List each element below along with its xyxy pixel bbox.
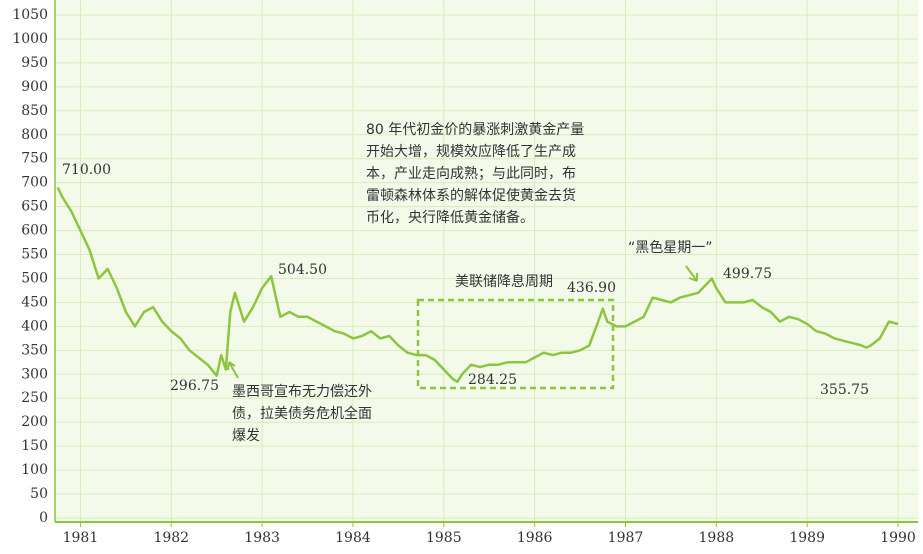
x-tick-label: 1985: [426, 530, 462, 546]
y-tick-label: 200: [21, 414, 48, 430]
point-label: 499.75: [723, 266, 772, 282]
y-tick-label: 1000: [12, 31, 48, 47]
annotation: 雷顿森林体系的解体促使黄金去货: [366, 187, 576, 204]
y-tick-label: 900: [21, 79, 48, 95]
point-label: 436.90: [567, 280, 616, 296]
y-tick-label: 550: [21, 247, 48, 263]
y-tick-label: 700: [21, 175, 48, 191]
y-tick-label: 800: [21, 127, 48, 143]
y-tick-label: 150: [21, 438, 48, 454]
x-tick-label: 1990: [880, 530, 916, 546]
point-label: 355.75: [820, 382, 869, 398]
annotation: 墨西哥宣布无力偿还外: [232, 384, 372, 400]
point-label: 504.50: [278, 262, 327, 278]
annotation: 币化，央行降低黄金储备。: [366, 209, 534, 226]
y-tick-label: 1050: [12, 7, 48, 23]
arrow: [227, 361, 239, 379]
y-tick-label: 600: [21, 223, 48, 239]
y-tick-label: 400: [21, 318, 48, 334]
arrow: [685, 265, 698, 282]
y-tick-label: 250: [21, 390, 48, 406]
annotation: 爆发: [232, 428, 260, 444]
annotation: 美联储降息周期: [455, 273, 553, 290]
x-tick-label: 1986: [517, 530, 553, 546]
x-tick-label: 1984: [335, 530, 371, 546]
point-label: 284.25: [468, 372, 517, 388]
x-tick-label: 1988: [699, 530, 735, 546]
price-line: [56, 186, 899, 384]
y-tick-label: 350: [21, 342, 48, 358]
annotation: “黑色星期一”: [628, 239, 713, 256]
y-tick-label: 100: [21, 462, 48, 478]
annotation: 80 年代初金价的暴涨刺激黄金产量: [366, 121, 584, 138]
annotation: 开始大增，规模效应降低了生产成: [366, 143, 576, 160]
y-tick-label: 450: [21, 294, 48, 310]
x-tick-label: 1987: [608, 530, 644, 546]
x-tick-label: 1983: [244, 530, 280, 546]
y-tick-label: 850: [21, 103, 48, 119]
point-label: 296.75: [170, 378, 219, 394]
annotation: 本，产业走向成熟；与此同时，布: [366, 166, 576, 182]
x-tick-label: 1981: [63, 530, 99, 546]
y-tick-label: 950: [21, 55, 48, 71]
x-tick-label: 1989: [789, 530, 825, 546]
y-tick-label: 0: [39, 510, 48, 526]
y-tick-label: 500: [21, 270, 48, 286]
x-tick-label: 1982: [153, 530, 189, 546]
point-label: 710.00: [62, 162, 111, 178]
plot-background: [55, 0, 918, 522]
y-tick-label: 50: [30, 486, 48, 502]
y-tick-label: 750: [21, 151, 48, 167]
annotation: 债，拉美债务危机全面: [232, 405, 372, 422]
period-box: [416, 298, 615, 390]
y-tick-label: 650: [21, 199, 48, 215]
y-tick-label: 300: [21, 366, 48, 382]
